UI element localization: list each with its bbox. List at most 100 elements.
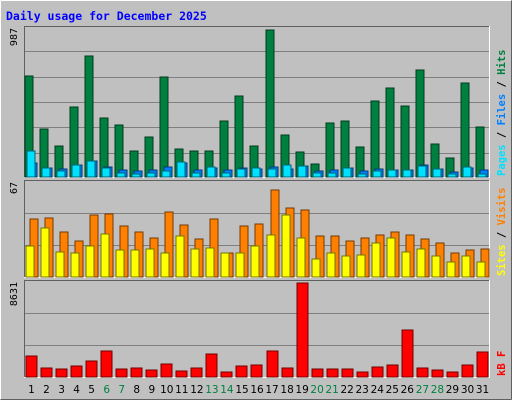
legend-separator: / xyxy=(496,75,508,94)
bar-kb-f-day-2 xyxy=(40,367,53,378)
bar-pages-day-26 xyxy=(402,169,412,178)
x-tick-label: 1 xyxy=(28,384,35,396)
bar-sites-day-28 xyxy=(431,255,441,278)
x-tick-label: 15 xyxy=(235,384,248,396)
bar-sites-day-21 xyxy=(326,252,336,278)
bar-kb-f-day-24 xyxy=(371,366,384,378)
bar-kb-f-day-10 xyxy=(160,363,173,378)
x-tick-label: 4 xyxy=(73,384,80,396)
y-axis-max-label: 8631 xyxy=(9,282,20,306)
legend-entry: Hits xyxy=(496,50,508,75)
bar-pages-day-29 xyxy=(447,173,457,178)
bar-sites-day-26 xyxy=(401,251,411,278)
bar-hits-day-25 xyxy=(385,87,395,178)
bar-pages-day-27 xyxy=(417,165,427,178)
bar-kb-f-day-3 xyxy=(55,368,68,378)
bar-pages-day-23 xyxy=(357,173,367,178)
x-tick-label: 16 xyxy=(250,384,264,396)
x-tick-label: 31 xyxy=(476,384,489,396)
bar-pages-day-19 xyxy=(297,165,307,178)
bar-pages-day-4 xyxy=(71,164,81,178)
bar-pages-day-18 xyxy=(282,164,292,178)
x-tick-label: 18 xyxy=(280,384,293,396)
x-tick-label: 14 xyxy=(220,384,234,396)
bar-sites-day-30 xyxy=(461,255,471,278)
bar-hits-day-27 xyxy=(415,69,425,178)
bar-hits-day-30 xyxy=(460,82,470,178)
bar-kb-f-day-8 xyxy=(130,367,143,378)
bar-kb-f-day-14 xyxy=(220,371,233,378)
x-tick-label: 2 xyxy=(43,384,50,396)
bar-kb-f-day-15 xyxy=(235,365,248,378)
bar-pages-day-12 xyxy=(191,172,201,178)
bar-sites-day-13 xyxy=(205,247,215,278)
bar-kb-f-day-5 xyxy=(85,360,98,378)
x-tick-label: 5 xyxy=(88,384,95,396)
legend-entry: Visits xyxy=(496,187,508,225)
bar-sites-day-1 xyxy=(25,245,35,278)
legend-entry: kB F xyxy=(496,351,508,376)
bar-kb-f-day-30 xyxy=(461,364,474,378)
bar-kb-f-day-25 xyxy=(386,364,399,378)
bar-sites-day-7 xyxy=(115,249,125,278)
bar-sites-day-18 xyxy=(281,214,291,278)
bar-pages-day-11 xyxy=(176,161,186,178)
bar-hits-day-15 xyxy=(234,95,244,178)
bar-pages-day-16 xyxy=(251,167,261,178)
bar-hits-day-5 xyxy=(84,55,94,178)
bar-pages-day-9 xyxy=(146,172,156,178)
legend-entry: Sites xyxy=(496,244,508,276)
bar-pages-day-24 xyxy=(372,170,382,178)
bar-sites-day-11 xyxy=(175,235,185,278)
x-tick-label: 19 xyxy=(295,384,308,396)
bar-kb-f-day-19 xyxy=(296,282,309,378)
bar-sites-day-9 xyxy=(145,248,155,278)
x-tick-label: 25 xyxy=(386,384,399,396)
bar-pages-day-17 xyxy=(267,168,277,178)
bar-pages-day-13 xyxy=(206,166,216,178)
legend-entry: Pages xyxy=(496,144,508,176)
bar-hits-day-24 xyxy=(370,100,380,178)
x-tick-label: 29 xyxy=(446,384,459,396)
x-tick-label: 17 xyxy=(265,384,278,396)
x-tick-label: 30 xyxy=(461,384,474,396)
bar-pages-day-21 xyxy=(327,172,337,178)
bar-hits-day-7 xyxy=(114,124,124,178)
bar-kb-f-day-26 xyxy=(401,329,414,378)
bar-sites-day-3 xyxy=(55,251,65,278)
legend-separator: / xyxy=(496,225,508,244)
x-tick-label: 7 xyxy=(118,384,125,396)
bar-hits-day-14 xyxy=(219,120,229,178)
bar-kb-f-day-27 xyxy=(416,367,429,378)
bar-kb-f-day-7 xyxy=(115,368,128,378)
panel-hits-pages-files: 987 Pages / Files / Hits xyxy=(9,26,508,178)
x-tick-label: 12 xyxy=(190,384,203,396)
bar-kb-f-day-9 xyxy=(145,369,158,378)
x-tick-label: 28 xyxy=(431,384,444,396)
x-tick-label: 27 xyxy=(416,384,429,396)
legend-visits-sites: Sites / Visits xyxy=(496,187,508,276)
bar-sites-day-24 xyxy=(371,242,381,278)
x-tick-label: 24 xyxy=(371,384,385,396)
bar-sites-day-5 xyxy=(85,245,95,278)
bar-kb-f-day-1 xyxy=(25,355,38,378)
bar-pages-day-15 xyxy=(236,168,246,178)
bar-kb-f-day-28 xyxy=(431,369,444,378)
bar-kb-f-day-29 xyxy=(446,371,459,378)
bar-pages-day-8 xyxy=(131,173,141,178)
x-tick-label: 21 xyxy=(326,384,339,396)
x-axis-labels: 1 2 3 4 5 6 7 8 9 10 11 12 13 14 15 16 17 18 19 20 21 22 23 24 2… xyxy=(28,384,489,396)
bar-sites-day-23 xyxy=(356,254,366,278)
bar-kb-f-day-6 xyxy=(100,350,113,378)
bar-pages-day-3 xyxy=(56,170,66,178)
bar-sites-day-6 xyxy=(100,233,110,278)
bar-pages-day-30 xyxy=(462,166,472,178)
bar-pages-day-14 xyxy=(221,172,231,178)
panel-kbytes: 8631 kB F xyxy=(9,280,508,378)
x-tick-label: 23 xyxy=(356,384,369,396)
bar-sites-day-4 xyxy=(70,252,80,278)
bar-kb-f-day-12 xyxy=(190,367,203,378)
bar-kb-f-day-21 xyxy=(326,368,339,378)
bar-sites-day-25 xyxy=(386,237,396,278)
